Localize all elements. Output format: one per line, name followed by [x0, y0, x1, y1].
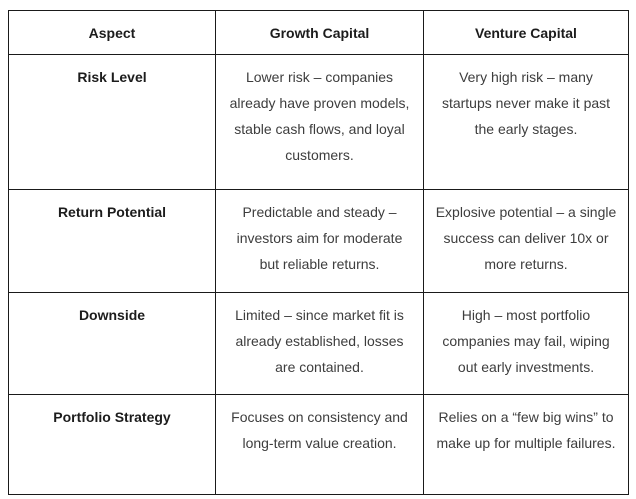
- venture-cell: Relies on a “few big wins” to make up fo…: [423, 394, 629, 495]
- table-header-row: Aspect Growth Capital Venture Capital: [8, 10, 629, 55]
- header-aspect: Aspect: [8, 10, 216, 55]
- venture-cell: Explosive potential – a single success c…: [423, 189, 629, 293]
- aspect-label: Portfolio Strategy: [8, 394, 216, 495]
- venture-cell: High – most portfolio companies may fail…: [423, 292, 629, 395]
- header-growth-capital: Growth Capital: [215, 10, 424, 55]
- growth-cell: Focuses on consistency and long-term val…: [215, 394, 424, 495]
- aspect-label: Downside: [8, 292, 216, 395]
- table-row-risk-level: Risk Level Lower risk – companies alread…: [8, 54, 629, 190]
- header-venture-capital: Venture Capital: [423, 10, 629, 55]
- table-row-downside: Downside Limited – since market fit is a…: [8, 292, 629, 395]
- growth-cell: Limited – since market fit is already es…: [215, 292, 424, 395]
- aspect-label: Risk Level: [8, 54, 216, 190]
- venture-cell: Very high risk – many startups never mak…: [423, 54, 629, 190]
- growth-cell: Predictable and steady – investors aim f…: [215, 189, 424, 293]
- table-row-return-potential: Return Potential Predictable and steady …: [8, 189, 629, 293]
- growth-cell: Lower risk – companies already have prov…: [215, 54, 424, 190]
- comparison-table: Aspect Growth Capital Venture Capital Ri…: [8, 10, 629, 495]
- table-row-portfolio-strategy: Portfolio Strategy Focuses on consistenc…: [8, 394, 629, 495]
- aspect-label: Return Potential: [8, 189, 216, 293]
